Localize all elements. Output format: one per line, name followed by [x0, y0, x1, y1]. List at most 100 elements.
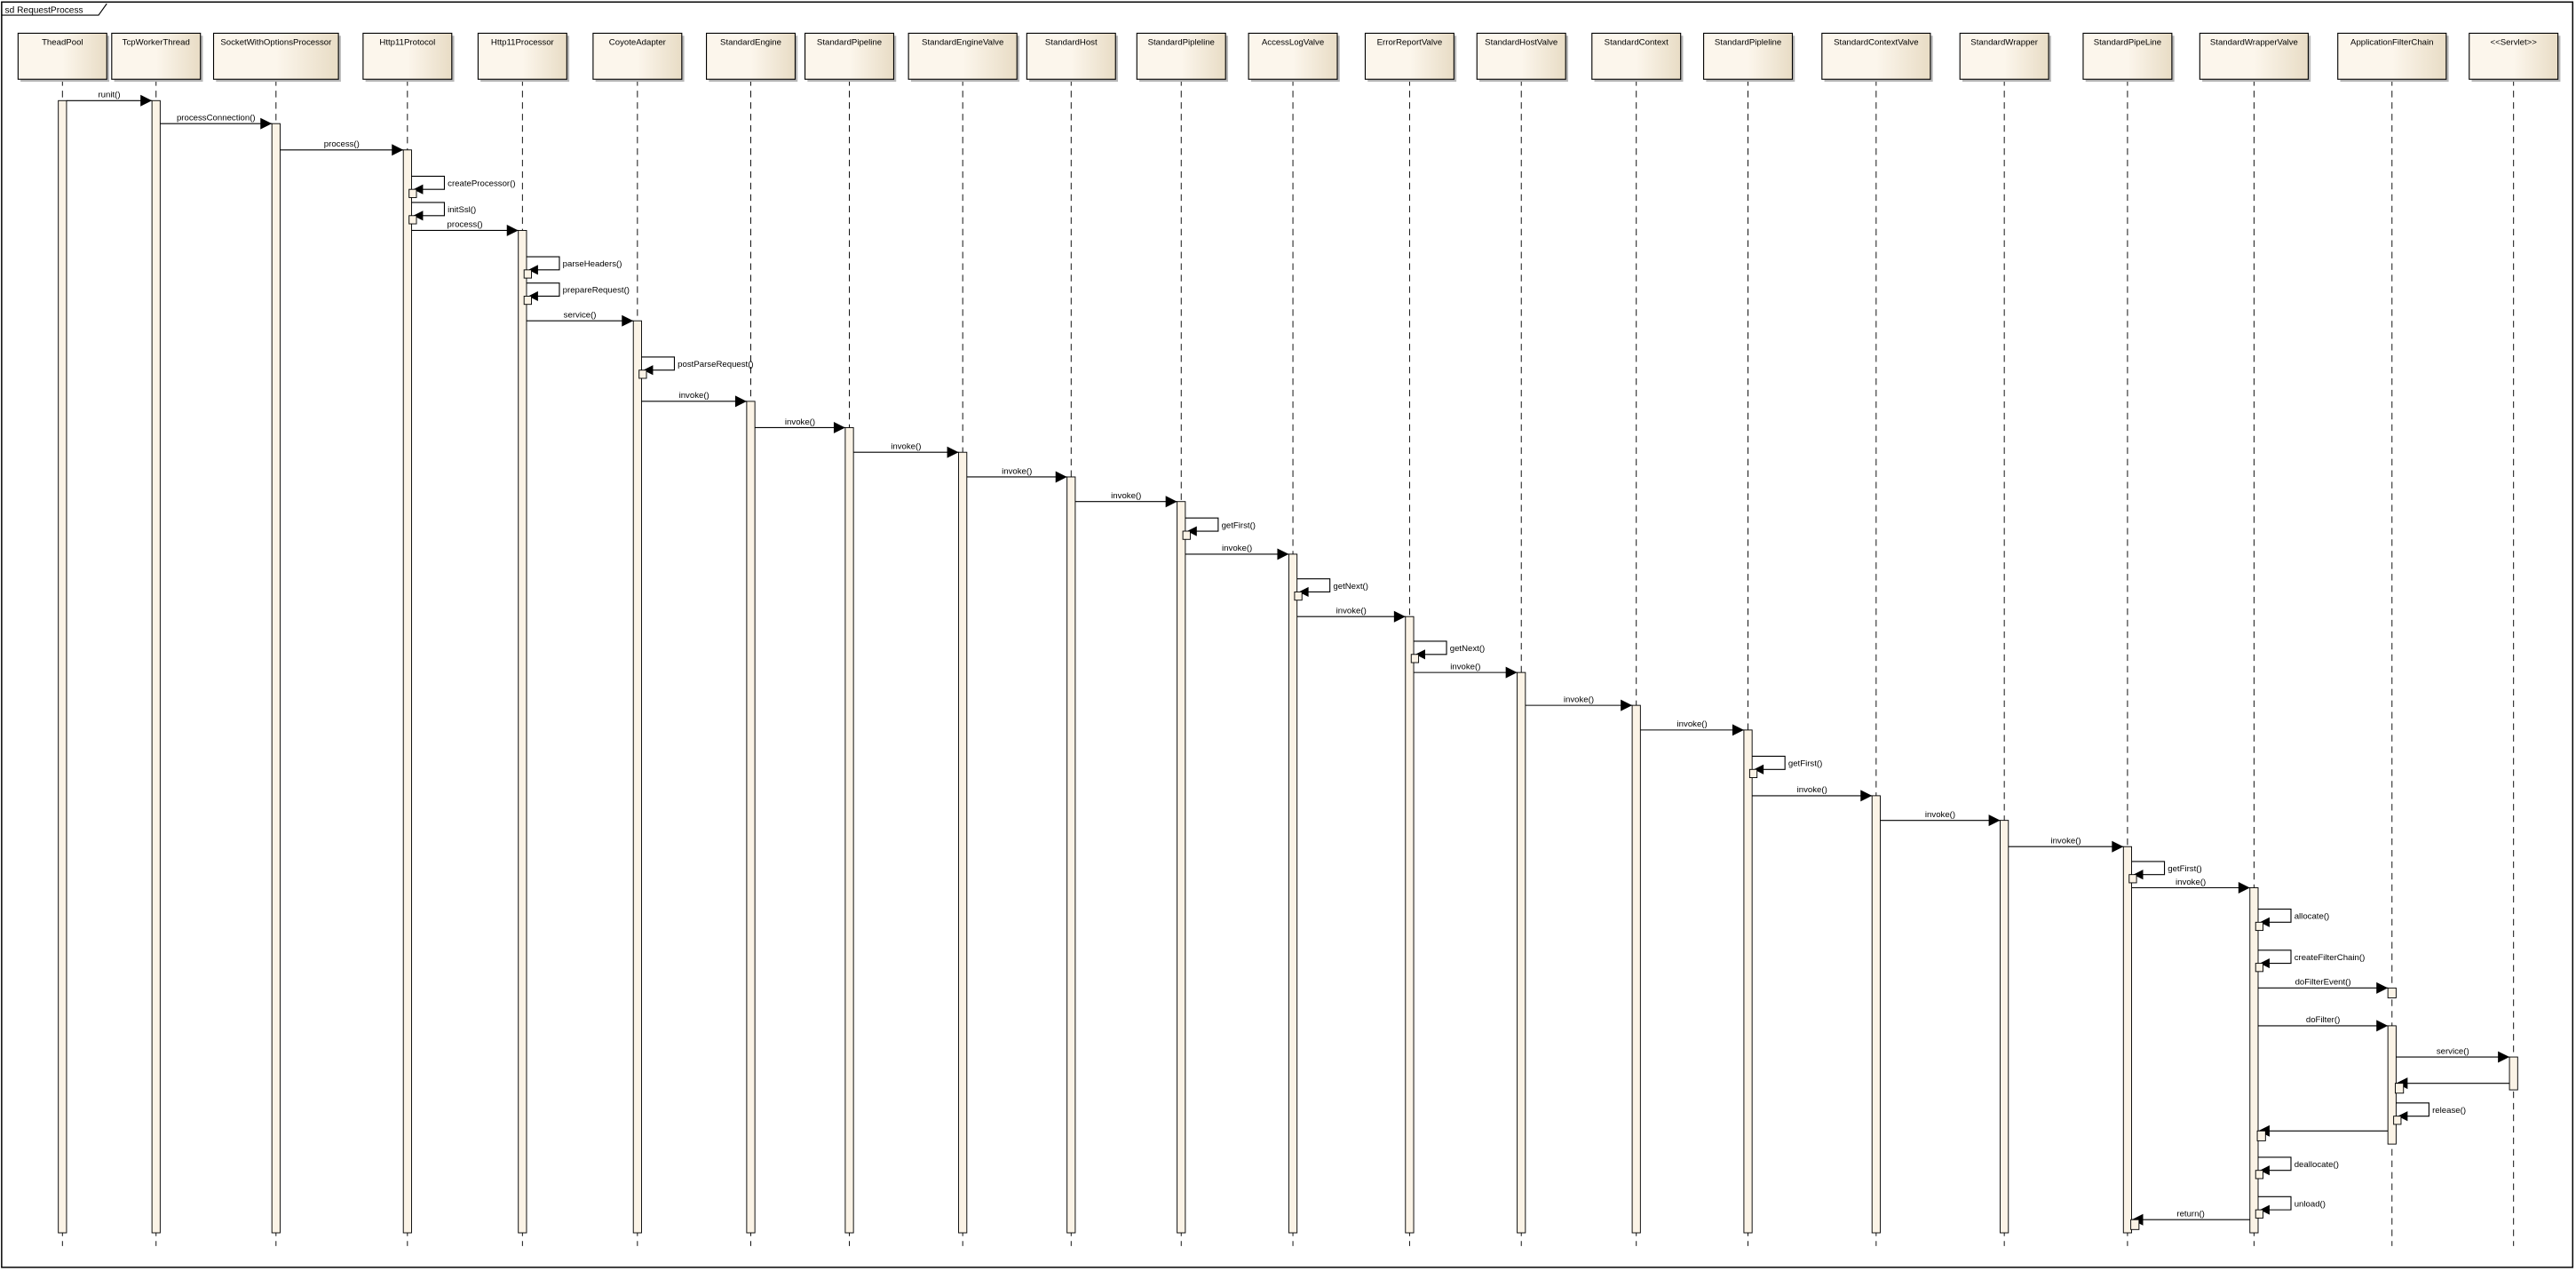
message: processConnection() — [160, 113, 273, 130]
participant-label: StandardPipeLine — [2094, 37, 2161, 47]
participant-box — [1248, 32, 1338, 80]
arrowhead-icon — [2238, 882, 2250, 894]
message: invoke() — [1640, 719, 1744, 736]
return-activation — [2395, 1083, 2405, 1094]
participant-label: StandardHost — [1045, 37, 1098, 47]
self-message-line — [1185, 517, 1219, 532]
message-label: getFirst() — [2168, 864, 2201, 874]
message-label: invoke() — [891, 442, 921, 452]
message: getFirst() — [2128, 861, 2202, 884]
message-label: runit() — [98, 91, 120, 100]
participant-label: StandardHostValve — [1485, 37, 1557, 47]
message-label: allocate() — [2295, 912, 2330, 922]
message: postParseRequest() — [638, 356, 754, 379]
participant-label: AccessLogValve — [1262, 37, 1324, 47]
activation-bar — [1517, 671, 1526, 1234]
message: parseHeaders() — [523, 256, 622, 279]
message: return() — [2130, 1210, 2250, 1230]
arrowhead-icon — [734, 395, 747, 408]
arrowhead-icon — [506, 224, 519, 236]
participant-box — [17, 32, 107, 80]
participant-box — [1703, 32, 1794, 80]
participant-box — [212, 32, 339, 80]
self-message-line — [2258, 1196, 2292, 1211]
message: runit() — [66, 91, 153, 107]
participant-label: StandardPipeline — [817, 37, 882, 47]
message: getNext() — [1410, 640, 1485, 663]
nested-activation — [2255, 1170, 2264, 1180]
arrowhead-icon — [392, 144, 404, 156]
participant-label: StandardEngineValve — [922, 37, 1003, 47]
message: unload() — [2255, 1196, 2326, 1219]
participant-box — [362, 32, 453, 80]
message: getNext() — [1294, 578, 1368, 601]
message-label: process() — [448, 220, 483, 230]
message-label: doFilterEvent() — [2295, 978, 2351, 988]
arrowhead-icon — [947, 446, 959, 458]
participant-label: TheadPool — [42, 37, 83, 47]
message-label: invoke() — [2176, 878, 2206, 887]
arrowhead-icon — [2376, 1020, 2389, 1032]
message: prepareRequest() — [523, 282, 630, 306]
self-message-line — [526, 256, 560, 271]
message-label: invoke() — [2050, 837, 2081, 846]
participant-label: StandardEngine — [720, 37, 781, 47]
message: invoke() — [2131, 878, 2250, 894]
activation-bar — [402, 149, 412, 1234]
participant-label: Http11Protocol — [379, 37, 435, 47]
nested-activation — [1748, 768, 1758, 778]
return-activation — [2130, 1219, 2140, 1230]
self-message-line — [1414, 640, 1447, 655]
message-label: invoke() — [1797, 785, 1827, 795]
activation-bar — [2387, 987, 2397, 998]
participant-label: ApplicationFilterChain — [2350, 37, 2433, 47]
self-message-line — [2396, 1102, 2429, 1117]
participant-box — [592, 32, 683, 80]
arrowhead-icon — [1298, 586, 1309, 598]
message — [2395, 1077, 2510, 1094]
self-message-line — [411, 202, 446, 217]
message: release() — [2393, 1102, 2466, 1125]
self-message-line — [641, 356, 676, 371]
participant-box — [705, 32, 797, 80]
nested-activation — [408, 188, 417, 198]
activation-bar — [1871, 795, 1881, 1234]
message-label: getNext() — [1333, 582, 1368, 592]
participant-label: StandardContext — [1605, 37, 1668, 47]
activation-bar — [151, 99, 161, 1234]
participant-box — [111, 32, 202, 80]
message: invoke() — [755, 417, 845, 433]
nested-activation — [1182, 530, 1191, 540]
arrowhead-icon — [2259, 1165, 2270, 1176]
message: process() — [411, 220, 519, 236]
arrowhead-icon — [1415, 649, 1425, 660]
message: invoke() — [966, 466, 1067, 483]
frame-title: sd RequestProcess — [5, 5, 83, 15]
arrowhead-icon — [643, 365, 654, 376]
self-message-line — [2131, 861, 2166, 876]
self-message-line — [526, 282, 560, 298]
activation-bar — [2000, 820, 2009, 1234]
arrowhead-icon — [527, 290, 538, 301]
participant-box — [2199, 32, 2309, 80]
participant-label: ErrorReportValve — [1377, 37, 1443, 47]
message: createProcessor() — [408, 175, 516, 198]
message-label: invoke() — [679, 391, 709, 401]
message-label: prepareRequest() — [563, 286, 630, 296]
participant-box — [908, 32, 1018, 80]
message-label: invoke() — [785, 417, 815, 427]
arrowhead-icon — [2133, 870, 2144, 880]
message-label: doFilter() — [2306, 1015, 2340, 1025]
self-message-line — [2258, 908, 2292, 923]
message: invoke() — [853, 442, 959, 458]
message-label: getFirst() — [1222, 520, 1256, 530]
arrowhead-icon — [413, 184, 424, 195]
arrowhead-icon — [1860, 790, 1873, 802]
participant-label: StandardWrapperValve — [2210, 37, 2298, 47]
message: invoke() — [2008, 837, 2124, 853]
activation-bar — [58, 99, 67, 1234]
arrowhead-icon — [2498, 1051, 2510, 1063]
arrowhead-icon — [1055, 471, 1067, 483]
message-label: createFilterChain() — [2295, 953, 2366, 963]
message: invoke() — [1752, 785, 1873, 802]
